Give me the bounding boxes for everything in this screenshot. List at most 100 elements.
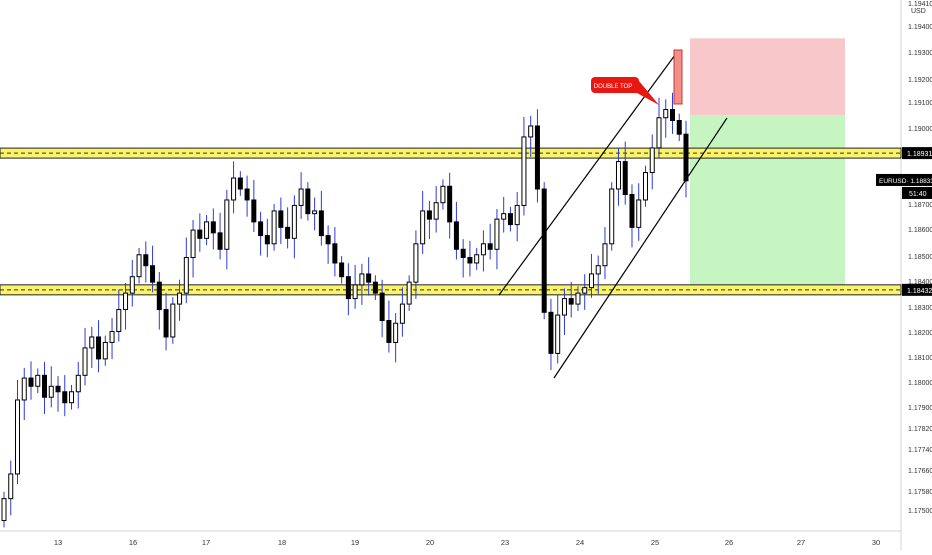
candle[interactable] (487, 223, 493, 260)
candle[interactable] (298, 172, 304, 219)
candle[interactable] (555, 295, 561, 364)
channel-lower-line[interactable] (553, 117, 728, 379)
candle[interactable] (447, 172, 453, 239)
candle[interactable] (15, 379, 21, 485)
candle[interactable] (35, 368, 41, 394)
candle[interactable] (352, 264, 358, 309)
candle[interactable] (595, 255, 601, 294)
candle[interactable] (663, 99, 669, 138)
candle[interactable] (386, 300, 392, 353)
candle[interactable] (102, 335, 108, 366)
candle[interactable] (231, 161, 237, 214)
candle[interactable] (676, 113, 682, 142)
candle[interactable] (278, 197, 284, 245)
candle[interactable] (116, 289, 122, 342)
candle[interactable] (669, 92, 675, 134)
candle[interactable] (406, 275, 412, 311)
candle[interactable] (460, 239, 466, 278)
candle[interactable] (204, 215, 210, 246)
candle[interactable] (291, 195, 297, 259)
candle[interactable] (413, 230, 419, 299)
candle[interactable] (109, 318, 115, 360)
candle[interactable] (170, 297, 176, 344)
candle[interactable] (528, 115, 534, 157)
candle[interactable] (55, 376, 61, 412)
candle[interactable] (534, 109, 540, 203)
candle[interactable] (318, 190, 324, 246)
double-top-callout[interactable] (591, 77, 659, 105)
candle[interactable] (629, 184, 635, 248)
candle[interactable] (75, 361, 81, 409)
candle[interactable] (271, 204, 277, 251)
candle[interactable] (494, 209, 500, 270)
candle[interactable] (28, 361, 34, 400)
candle[interactable] (129, 259, 135, 307)
candle[interactable] (210, 208, 216, 250)
candle[interactable] (345, 263, 351, 316)
candle[interactable] (190, 219, 196, 278)
candle[interactable] (123, 282, 129, 330)
candle[interactable] (143, 241, 149, 283)
candle[interactable] (622, 141, 628, 205)
candle[interactable] (237, 171, 243, 196)
take-profit-zone[interactable] (690, 115, 845, 285)
candle[interactable] (62, 375, 68, 417)
candle[interactable] (21, 367, 27, 420)
candle[interactable] (48, 366, 54, 408)
candle[interactable] (541, 182, 547, 320)
candle[interactable] (339, 256, 345, 284)
candle[interactable] (285, 207, 291, 249)
candle[interactable] (521, 116, 527, 216)
candle[interactable] (366, 257, 372, 296)
candle[interactable] (8, 460, 14, 516)
candle[interactable] (305, 182, 311, 221)
candle[interactable] (264, 218, 270, 258)
candle[interactable] (312, 197, 318, 231)
candle[interactable] (89, 326, 95, 368)
candle[interactable] (82, 327, 88, 386)
candle[interactable] (163, 292, 169, 351)
candle[interactable] (156, 272, 162, 330)
candle[interactable] (649, 134, 655, 190)
candle[interactable] (69, 384, 75, 410)
candle[interactable] (136, 247, 142, 284)
candle[interactable] (393, 313, 399, 363)
candle[interactable] (507, 206, 513, 232)
candle[interactable] (332, 227, 338, 277)
candle[interactable] (588, 253, 594, 298)
candle[interactable] (433, 185, 439, 233)
candle[interactable] (379, 279, 385, 338)
candle[interactable] (453, 201, 459, 260)
candle[interactable] (96, 320, 102, 373)
candle[interactable] (244, 175, 250, 217)
candle[interactable] (372, 275, 378, 300)
candle[interactable] (656, 97, 662, 159)
candle[interactable] (548, 298, 554, 371)
candle[interactable] (480, 230, 486, 272)
candle[interactable] (642, 165, 648, 207)
candle[interactable] (177, 279, 183, 321)
candle[interactable] (150, 245, 156, 293)
candle[interactable] (575, 286, 581, 311)
candle[interactable] (426, 200, 432, 240)
candle[interactable] (602, 227, 608, 280)
candle[interactable] (420, 190, 426, 254)
candle[interactable] (224, 189, 230, 270)
candle[interactable] (1, 491, 7, 528)
candle[interactable] (42, 361, 48, 414)
candle[interactable] (197, 213, 203, 252)
candle[interactable] (467, 240, 473, 277)
candle[interactable] (217, 212, 223, 260)
candle[interactable] (514, 192, 520, 242)
candle[interactable] (251, 179, 257, 233)
candle[interactable] (501, 196, 507, 233)
candle[interactable] (258, 211, 264, 256)
candle[interactable] (474, 247, 480, 270)
candle[interactable] (609, 182, 615, 251)
candle[interactable] (399, 287, 405, 337)
candle[interactable] (683, 120, 689, 198)
candle[interactable] (615, 148, 621, 206)
candle[interactable] (183, 237, 189, 304)
candle[interactable] (440, 179, 446, 210)
